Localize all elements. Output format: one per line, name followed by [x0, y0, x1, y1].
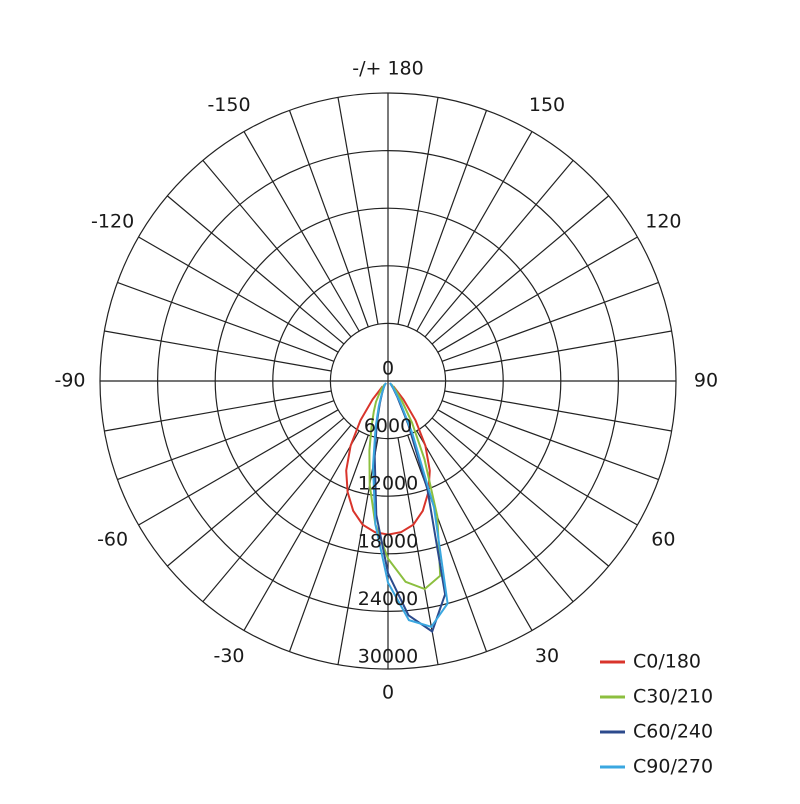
minor-spoke: [104, 330, 332, 372]
minor-spoke: [337, 437, 379, 665]
grid-spoke: [138, 236, 339, 353]
grid-spoke: [437, 236, 638, 353]
angle-label: -60: [97, 529, 128, 551]
series-line: [371, 382, 449, 628]
minor-spoke: [407, 110, 488, 328]
r-tick-label: 30000: [358, 646, 418, 668]
minor-spoke: [117, 281, 335, 362]
angle-label: 60: [651, 529, 675, 551]
angle-label: -30: [213, 645, 244, 667]
grid-spoke: [138, 409, 339, 526]
minor-spoke: [166, 195, 345, 345]
angle-label: 0: [382, 682, 394, 704]
minor-spoke: [431, 195, 610, 345]
minor-spoke: [407, 434, 488, 652]
minor-spoke: [441, 400, 659, 481]
r-tick-label: 12000: [358, 473, 418, 495]
minor-spoke: [441, 281, 659, 362]
series-line: [345, 385, 431, 536]
angle-label: -90: [54, 370, 85, 392]
minor-spoke: [444, 330, 672, 372]
angle-label: 30: [535, 645, 559, 667]
grid-spoke: [243, 430, 360, 631]
legend-label: C30/210: [633, 686, 713, 708]
r-tick-label: 6000: [364, 415, 412, 437]
minor-spoke: [424, 424, 574, 603]
minor-spoke: [424, 159, 574, 338]
angle-label: 90: [694, 370, 718, 392]
angle-label: -120: [91, 211, 134, 233]
minor-spoke: [288, 434, 369, 652]
grid-spoke: [416, 430, 533, 631]
series-line: [368, 383, 442, 591]
angle-label: -/+ 180: [352, 58, 423, 80]
r-tick-label: 18000: [358, 530, 418, 552]
minor-spoke: [444, 390, 672, 432]
minor-spoke: [337, 97, 379, 325]
grid-spoke: [243, 131, 360, 332]
r-tick-label: 0: [382, 358, 394, 380]
grid-spoke: [437, 409, 638, 526]
minor-spoke: [117, 400, 335, 481]
angle-label: -150: [207, 94, 250, 116]
minor-spoke: [288, 110, 369, 328]
minor-spoke: [397, 97, 439, 325]
legend-label: C0/180: [633, 651, 701, 673]
minor-spoke: [104, 390, 332, 432]
legend-label: C60/240: [633, 721, 713, 743]
minor-spoke: [202, 159, 352, 338]
minor-spoke: [202, 424, 352, 603]
legend-label: C90/270: [633, 756, 713, 778]
minor-spoke: [166, 417, 345, 567]
angle-label: 150: [529, 94, 565, 116]
minor-spoke: [431, 417, 610, 567]
r-tick-label: 24000: [358, 588, 418, 610]
angle-label: 120: [645, 211, 681, 233]
grid-spoke: [416, 131, 533, 332]
